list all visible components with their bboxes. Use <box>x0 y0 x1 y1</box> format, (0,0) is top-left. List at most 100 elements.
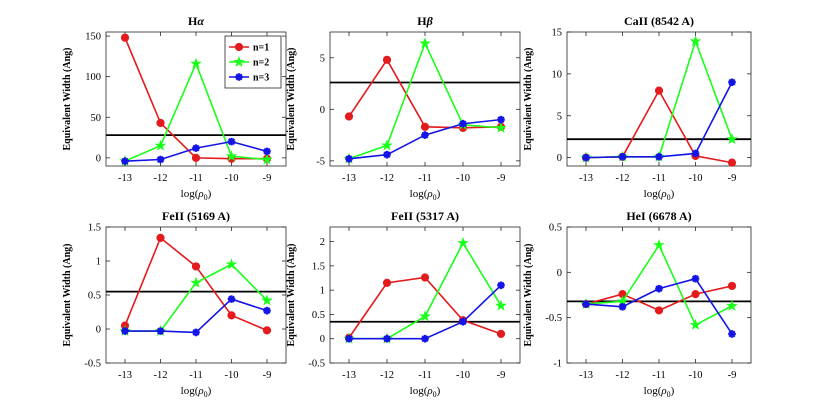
panel-title-main: H <box>417 14 427 28</box>
series-n=1 <box>120 233 272 335</box>
data-point <box>227 311 236 320</box>
data-point <box>192 144 200 152</box>
data-point <box>192 328 200 337</box>
panel-title: FeII (5169 A) <box>162 209 230 223</box>
data-point <box>225 150 238 162</box>
x-tick-label: -9 <box>263 173 272 184</box>
y-tick-label: 100 <box>85 72 101 83</box>
x-axis-label: log(ρ0) <box>410 385 441 399</box>
data-point <box>261 294 273 306</box>
data-point <box>655 152 663 161</box>
panel-2: Hβ -5 0 5 -13 -12 -11 -10 -9 log(ρ0) Equivalent Wi… <box>286 14 521 202</box>
panel-5: FeII (5317 A) -0.5 0 0.5 1 1.5 2 -13 -12 -11 -10 -9… <box>286 209 521 399</box>
x-axis-label: log(ρ0) <box>410 188 441 202</box>
data-point <box>420 122 430 131</box>
data-point <box>382 278 392 287</box>
y-tick-label: 0 <box>320 334 325 345</box>
x-tick-label: -10 <box>225 370 239 381</box>
data-point <box>154 139 167 151</box>
x-tick-label: -9 <box>497 370 506 381</box>
axes-frame <box>329 31 521 167</box>
panel-title: HeI (6678 A) <box>626 209 691 223</box>
axes-frame <box>566 31 752 167</box>
data-point <box>121 157 129 165</box>
panel-title: CaII (8542 A) <box>624 14 694 28</box>
legend-label: n=2 <box>253 58 269 69</box>
data-point <box>227 295 236 303</box>
x-tick-label: -13 <box>118 173 132 184</box>
y-tick-label: 0 <box>320 105 325 116</box>
y-axis-label: Equivalent Width (Ang) <box>286 48 297 151</box>
x-tick-label: -13 <box>579 370 593 381</box>
x-tick-label: -13 <box>118 370 132 381</box>
data-point <box>383 150 391 159</box>
y-tick-label: 2 <box>320 237 325 248</box>
data-point <box>653 239 665 251</box>
x-tick-label: -10 <box>689 173 703 184</box>
data-point <box>156 155 165 164</box>
x-tick-label: -12 <box>616 370 630 381</box>
data-point <box>344 112 354 121</box>
legend-marker <box>234 42 244 52</box>
x-tick-label: -9 <box>497 173 506 184</box>
data-point <box>381 139 393 151</box>
data-point <box>421 334 429 343</box>
data-point <box>156 327 165 335</box>
x-axis-label: log(ρ0) <box>181 188 212 202</box>
data-point <box>227 137 236 146</box>
y-tick-label: -1 <box>553 359 562 370</box>
data-point <box>421 131 429 139</box>
y-tick-label: 5 <box>320 53 325 64</box>
data-point <box>495 299 507 311</box>
data-point <box>618 152 627 161</box>
y-tick-label: 50 <box>91 113 102 124</box>
data-point <box>727 281 737 291</box>
x-tick-label: -12 <box>380 173 394 184</box>
y-tick-label: 10 <box>552 69 563 80</box>
y-tick-label: 5 <box>557 111 562 122</box>
data-point <box>689 318 702 330</box>
panel-title: Hα <box>188 14 204 28</box>
data-point <box>728 330 736 338</box>
data-point <box>726 299 738 311</box>
data-point <box>654 306 664 315</box>
data-point <box>582 300 590 308</box>
series-n=3 <box>121 295 271 337</box>
panel-3: CaII (8542 A) 0 5 10 15 -13 -12 -11 -10 -9 log(ρ0)… <box>523 14 752 202</box>
x-tick-label: -13 <box>342 370 356 381</box>
data-point <box>225 258 238 270</box>
x-tick-label: -13 <box>579 173 593 184</box>
x-tick-label: -9 <box>263 370 272 381</box>
x-tick-label: -10 <box>225 173 239 184</box>
data-point <box>728 78 736 87</box>
data-point <box>382 55 392 64</box>
data-point <box>459 119 467 128</box>
data-point <box>459 317 467 326</box>
legend: n=1 n=2 n=3 <box>224 35 282 89</box>
y-axis-label: Equivalent Width (Ang) <box>286 244 297 347</box>
x-axis-label: log(ρ0) <box>644 385 675 399</box>
legend-label: n=1 <box>253 43 269 54</box>
x-tick-label: -12 <box>154 370 168 381</box>
data-point <box>497 115 505 124</box>
data-point <box>191 262 201 271</box>
y-tick-label: -0.5 <box>84 359 101 370</box>
data-point <box>345 154 353 163</box>
x-tick-label: -9 <box>728 370 737 381</box>
series-n=3 <box>121 137 271 165</box>
data-point <box>457 236 469 248</box>
data-point <box>497 281 505 290</box>
panel-title: FeII (5317 A) <box>391 209 459 223</box>
y-tick-label: -0.5 <box>545 313 562 324</box>
data-point <box>156 233 165 242</box>
data-point <box>156 118 165 128</box>
legend-label: n=3 <box>253 73 269 84</box>
y-tick-label: -0.5 <box>308 359 325 370</box>
y-tick-label: 150 <box>85 32 101 43</box>
panel-title-main: H <box>188 14 198 28</box>
data-point <box>263 306 271 315</box>
panel-6: HeI (6678 A) -1 -0.5 0 0.5 -13 -12 -11 -10 -9 log(… <box>523 209 752 399</box>
series-n=3 <box>582 78 736 162</box>
legend-marker <box>233 55 245 67</box>
